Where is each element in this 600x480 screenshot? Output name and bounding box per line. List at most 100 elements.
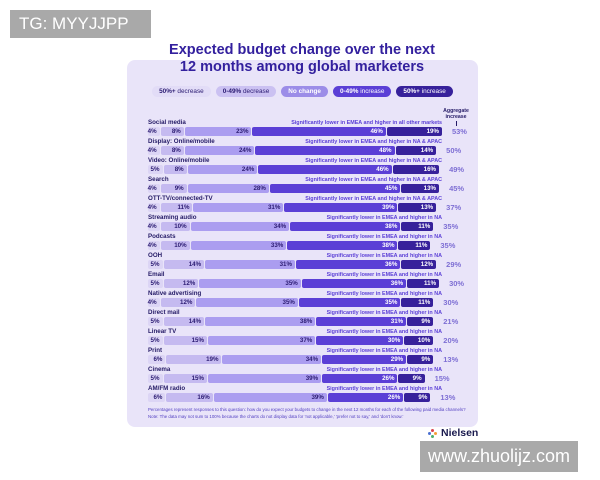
bar-segment: 4% [148,298,160,307]
bar-segment: 6% [148,393,166,402]
row-annotation: Significantly lower in EMEA and higher i… [326,348,442,354]
nielsen-logo-text: Nielsen [441,427,479,439]
bar-segment: 5% [148,279,163,288]
footnote: Percentages represent responses to this … [148,407,468,420]
bar-segment: 5% [148,374,163,383]
bar-segment: 13% [398,203,437,212]
legend-pill: 0-49% decrease [215,86,277,97]
bar-segment: 26% [327,393,404,402]
row-annotation: Significantly lower in EMEA and higher i… [326,253,442,259]
channel-row: OTT-TV/connected-TV Significantly lower i… [148,194,474,213]
bar-segment: 33% [190,241,287,250]
bar-segment: 48% [255,146,395,155]
channel-row: Podcasts Significantly lower in EMEA and … [148,232,474,251]
row-annotation: Significantly lower in EMEA and higher i… [326,367,442,373]
legend: 50%+ decrease 0-49% decrease No change 0-49… [127,86,478,97]
channel-label: Display: Online/mobile [148,138,215,145]
stacked-bar: 4% 10% 34% 38% 11% [148,222,434,231]
bar-segment: 4% [148,127,160,136]
row-annotation: Significantly lower in EMEA and higher i… [326,329,442,335]
aggregate-value: 20% [443,336,459,345]
bar-segment: 12% [163,279,199,288]
channel-row: Social media Significantly lower in EMEA … [148,118,474,137]
bar-segment: 29% [322,355,407,364]
channel-label: Podcasts [148,233,176,240]
aggregate-value: 29% [446,260,462,269]
channel-label: Native advertising [148,290,202,297]
bar-segment: 14% [163,317,205,326]
bar-segment: 37% [208,336,316,345]
channel-label: Search [148,176,169,183]
channel-label: AM/FM radio [148,385,186,392]
stacked-bar: 4% 9% 28% 45% 13% [148,184,440,193]
bar-segment: 34% [222,355,322,364]
aggregate-value: 35% [440,241,456,250]
bar-segment: 46% [252,127,386,136]
channel-label: Streaming audio [148,214,197,221]
bar-segment: 36% [301,279,407,288]
channel-row: OOH Significantly lower in EMEA and highe… [148,251,474,270]
bar-segment: 36% [295,260,401,269]
chart-title-line1: Expected budget change over the next [169,42,435,58]
stacked-bar: 4% 12% 35% 35% 11% [148,298,434,307]
bar-segment: 12% [160,298,196,307]
row-annotation: Significantly lower in EMEA and higher i… [326,386,442,392]
legend-pill: 50%+ increase [396,86,453,97]
bar-segment: 6% [148,355,166,364]
aggregate-value: 35% [443,222,459,231]
aggregate-value: 37% [446,203,462,212]
footnote-line1: Percentages represent responses to this … [148,407,466,412]
footnote-line2: Note: The data may not sum to 100% becau… [148,413,404,419]
bar-segment: 11% [401,298,434,307]
row-annotation: Significantly lower in EMEA and higher i… [305,196,442,202]
row-annotation: Significantly lower in EMEA and higher i… [305,177,442,183]
bar-segment: 9% [407,355,434,364]
channel-row: Email Significantly lower in EMEA and hig… [148,270,474,289]
nielsen-logo-icon [428,428,438,438]
bar-segment: 14% [163,260,205,269]
nielsen-logo: Nielsen [428,427,478,439]
stacked-bar: 5% 12% 35% 36% 11% [148,279,440,288]
row-annotation: Significantly lower in EMEA and higher i… [326,215,442,221]
aggregate-header: Aggregate increase [439,108,473,127]
bar-segment: 4% [148,146,160,155]
bar-segment: 8% [163,165,187,174]
channel-row: AM/FM radio Significantly lower in EMEA a… [148,384,474,403]
channel-row: Display: Online/mobile Significantly lowe… [148,137,474,156]
bar-segment: 39% [213,393,327,402]
stacked-bar: 5% 15% 39% 26% 9% [148,374,425,383]
bar-segment: 15% [163,336,207,345]
bar-segment: 10% [404,336,434,345]
bar-segment: 13% [401,184,440,193]
row-annotation: Significantly lower in EMEA and higher i… [326,234,442,240]
aggregate-value: 53% [451,127,467,136]
channel-label: Email [148,271,165,278]
bar-segment: 4% [148,222,160,231]
bar-segment: 38% [290,222,401,231]
stacked-bar: 5% 14% 31% 36% 12% [148,260,437,269]
bar-segment: 39% [284,203,398,212]
bar-segment: 46% [258,165,392,174]
aggregate-header-line1: Aggregate [443,108,469,114]
bar-segment: 9% [398,374,425,383]
legend-pill: 50%+ decrease [152,86,211,97]
channel-label: OOH [148,252,163,259]
row-annotation: Significantly lower in EMEA and higher i… [291,120,442,126]
bar-segment: 10% [160,222,190,231]
channel-row: Streaming audio Significantly lower in EM… [148,213,474,232]
bar-segment: 28% [187,184,269,193]
bar-segment: 24% [187,165,258,174]
channel-label: Print [148,347,163,354]
bar-segment: 39% [208,374,322,383]
bar-segment: 16% [392,165,440,174]
bar-segment: 45% [269,184,401,193]
row-annotation: Significantly lower in EMEA and higher i… [326,291,442,297]
channel-row: Direct mail Significantly lower in EMEA a… [148,308,474,327]
bar-segment: 31% [205,260,295,269]
channel-label: OTT-TV/connected-TV [148,195,213,202]
row-annotation: Significantly lower in EMEA and higher i… [305,139,442,145]
aggregate-header-line2: increase [445,114,467,121]
channel-label: Social media [148,119,186,126]
stacked-bar: 6% 16% 39% 26% 9% [148,393,431,402]
channel-label: Linear TV [148,328,177,335]
